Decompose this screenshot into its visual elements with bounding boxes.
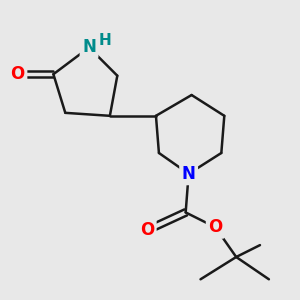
Text: N: N [82, 38, 96, 56]
Text: O: O [208, 218, 223, 236]
Text: H: H [99, 32, 112, 47]
Text: O: O [11, 65, 25, 83]
Text: O: O [140, 221, 154, 239]
Text: N: N [182, 165, 196, 183]
